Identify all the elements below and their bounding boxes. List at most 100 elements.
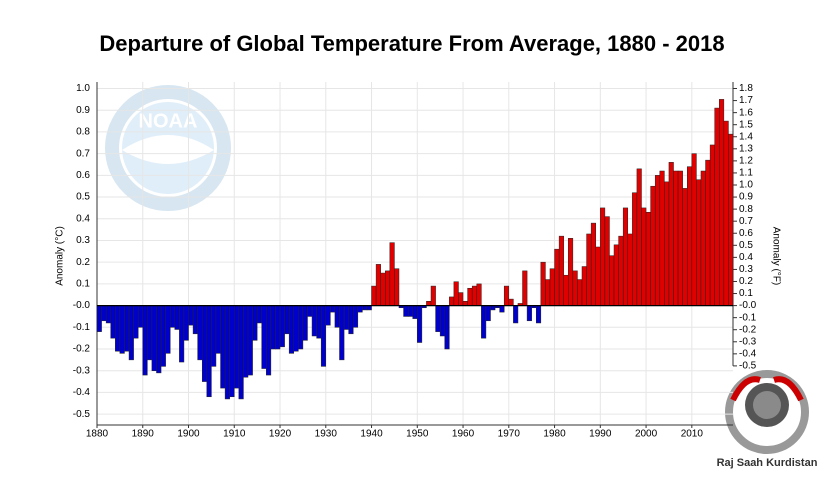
bar xyxy=(105,305,111,324)
bar xyxy=(348,305,354,335)
y2-tick-label: 1.3 xyxy=(739,143,753,154)
bar xyxy=(705,159,711,306)
bar xyxy=(645,212,651,306)
bar xyxy=(609,255,615,306)
bar xyxy=(151,305,157,371)
bar xyxy=(554,248,560,306)
bar xyxy=(618,235,624,306)
bar xyxy=(247,305,253,376)
bar xyxy=(128,305,134,361)
bar xyxy=(600,207,606,306)
y2-tick-label: -0.3 xyxy=(739,336,757,347)
y-tick-label: 1.0 xyxy=(76,83,90,94)
bar xyxy=(229,305,235,398)
bar xyxy=(586,233,592,306)
bar xyxy=(577,279,583,306)
y2-tick-label: -0.0 xyxy=(739,300,757,311)
bar xyxy=(403,305,409,317)
bar xyxy=(279,305,285,348)
bar xyxy=(664,181,670,306)
y2-tick-label: 1.6 xyxy=(739,107,753,118)
bar xyxy=(261,305,267,369)
bar xyxy=(362,305,368,311)
bar xyxy=(581,266,587,306)
bar xyxy=(650,185,656,306)
bar xyxy=(641,207,647,306)
y2-tick-label: 0.6 xyxy=(739,228,753,239)
bar xyxy=(375,264,381,306)
bar xyxy=(696,179,702,306)
bar xyxy=(508,298,514,306)
bar xyxy=(590,222,596,306)
y2-tick-label: 1.5 xyxy=(739,119,753,130)
y2-tick-label: -0.2 xyxy=(739,324,757,335)
x-tick-label: 2000 xyxy=(635,429,658,440)
bar xyxy=(513,305,519,324)
bar xyxy=(481,305,487,339)
bar xyxy=(352,305,359,328)
y2-tick-label: 0.2 xyxy=(739,276,753,287)
bar xyxy=(526,305,532,322)
watermark-text: Raj Saah Kurdistan xyxy=(717,457,818,469)
bar xyxy=(124,305,130,352)
bar xyxy=(224,305,230,400)
bar xyxy=(311,305,317,337)
y2-tick-label: 0.5 xyxy=(739,240,753,251)
y-tick-label: 0.9 xyxy=(76,105,90,116)
y-tick-label: 0.6 xyxy=(76,170,90,181)
y-tick-label: -0.0 xyxy=(73,300,91,311)
bar xyxy=(307,305,313,317)
bar xyxy=(302,305,308,341)
noaa-logo: NOAA xyxy=(105,85,231,211)
y2-tick-label: 0.8 xyxy=(739,204,753,215)
x-tick-label: 1930 xyxy=(315,429,338,440)
bar xyxy=(156,305,162,374)
bar xyxy=(462,301,468,306)
bar xyxy=(288,305,294,354)
bar xyxy=(137,305,144,328)
y2-tick-label: 1.2 xyxy=(739,156,753,167)
y2-tick-label: 0.3 xyxy=(739,264,753,275)
bar xyxy=(540,261,546,306)
y-tick-label: 0.5 xyxy=(76,192,90,203)
bar xyxy=(563,274,569,306)
y2-tick-label: -0.4 xyxy=(739,348,757,359)
bar xyxy=(298,305,304,350)
y2-tick-label: 0.1 xyxy=(739,288,753,299)
bar xyxy=(714,107,720,306)
bar xyxy=(709,144,715,306)
bar xyxy=(215,305,221,354)
bar xyxy=(522,270,528,306)
bar xyxy=(169,305,176,328)
y-tick-label: 0.7 xyxy=(76,148,90,159)
bar xyxy=(476,283,482,306)
bar xyxy=(243,305,249,378)
bar xyxy=(316,305,322,339)
bar xyxy=(700,170,706,306)
x-tick-label: 1970 xyxy=(498,429,521,440)
bar xyxy=(380,272,386,306)
bar xyxy=(275,305,281,350)
bar xyxy=(691,153,697,306)
bar xyxy=(206,305,212,398)
y-tick-label: -0.2 xyxy=(73,344,91,355)
bar xyxy=(654,175,661,306)
y2-tick-label: 1.8 xyxy=(739,83,753,94)
bar xyxy=(174,305,180,330)
x-tick-label: 1920 xyxy=(269,429,292,440)
bar xyxy=(467,287,473,306)
bar xyxy=(371,285,377,306)
bar xyxy=(636,168,642,306)
bar xyxy=(357,305,363,313)
chart-title: Departure of Global Temperature From Ave… xyxy=(99,31,724,56)
y-tick-label: -0.4 xyxy=(73,387,91,398)
y2-tick-label: 1.0 xyxy=(739,180,753,191)
bar xyxy=(330,305,336,313)
y2-tick-label: 0.9 xyxy=(739,192,753,203)
bar xyxy=(366,305,372,311)
bar xyxy=(453,281,459,306)
bar xyxy=(485,305,491,322)
x-tick-label: 1880 xyxy=(86,429,109,440)
x-tick-label: 2010 xyxy=(681,429,704,440)
